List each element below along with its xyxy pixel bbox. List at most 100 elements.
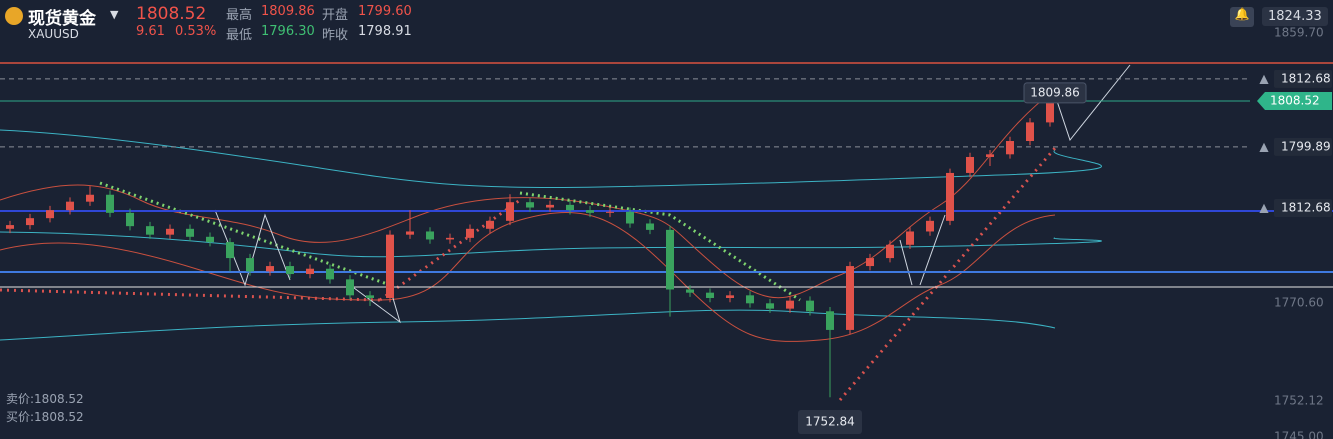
candle-body xyxy=(966,156,974,173)
gold-icon xyxy=(5,7,23,25)
bb-lower xyxy=(0,212,1056,342)
candle-body xyxy=(386,234,394,298)
sar-up xyxy=(99,181,801,302)
candle-body xyxy=(626,211,634,224)
sar-down xyxy=(0,147,1057,401)
alert-bell[interactable]: 🔔 xyxy=(1230,7,1254,27)
candle-body xyxy=(886,244,894,259)
candle-body xyxy=(6,225,14,229)
band-upper xyxy=(0,129,1102,189)
stat-label: 昨收 xyxy=(322,28,349,43)
alert-bell: ▲ xyxy=(1259,201,1269,215)
candle-body xyxy=(1006,141,1014,155)
instrument-name[interactable]: 现货黄金 xyxy=(28,9,96,29)
band-mid xyxy=(0,231,1102,258)
candle-body xyxy=(646,223,654,230)
candle-body xyxy=(406,231,414,235)
buy-price: 买价:1808.52 xyxy=(6,410,84,424)
alert-bell: ▲ xyxy=(1259,71,1269,85)
candle-body xyxy=(66,201,74,211)
candle-body xyxy=(266,266,274,272)
stat-label: 开盘 xyxy=(322,8,349,23)
side-label: 1859.70 xyxy=(1274,26,1324,40)
last-price-tag: 1808.52 xyxy=(1270,93,1320,107)
candle-body xyxy=(426,231,434,240)
candle-body xyxy=(706,292,714,298)
candle-body xyxy=(126,212,134,227)
candle-body xyxy=(286,266,294,275)
side-label: 1752.12 xyxy=(1274,394,1324,408)
low-callout-bg xyxy=(798,410,862,434)
candle-body xyxy=(766,303,774,309)
stat-value: 1809.86 xyxy=(261,4,315,19)
candle-body xyxy=(326,268,334,280)
alert-price[interactable]: 1824.33 xyxy=(1262,7,1328,26)
price-tag: 1812.68 xyxy=(1281,201,1331,215)
change-pct: 0.53% xyxy=(175,24,217,39)
candle-body xyxy=(166,228,174,235)
dropdown[interactable]: ▼ xyxy=(110,8,119,21)
candle-body xyxy=(486,220,494,229)
candle-body xyxy=(606,211,614,213)
price-tag-bg xyxy=(1274,199,1332,217)
price: 1808.52 xyxy=(136,4,207,24)
candle-body xyxy=(926,220,934,232)
candle-body xyxy=(346,279,354,296)
candle-body xyxy=(366,295,374,298)
price-tag-bg xyxy=(1274,137,1332,156)
candle-body xyxy=(246,258,254,272)
candle-body xyxy=(86,194,94,202)
stat-label: 最低 xyxy=(226,28,253,43)
candle-body xyxy=(526,202,534,208)
wave-arrows xyxy=(214,64,1131,324)
symbol: XAUUSD xyxy=(28,27,79,41)
candle-body xyxy=(906,231,914,245)
candle-body xyxy=(746,295,754,304)
candle-body xyxy=(26,218,34,226)
stat-label: 最高 xyxy=(226,8,253,23)
candle-body xyxy=(506,202,514,221)
candle-body xyxy=(306,268,314,275)
side-label: 1745.00 xyxy=(1274,430,1324,439)
candle-body xyxy=(446,237,454,240)
candle-body xyxy=(146,226,154,235)
candle-body xyxy=(866,258,874,267)
candle-body xyxy=(226,242,234,259)
stat-value: 1798.91 xyxy=(358,24,412,39)
candle-body xyxy=(566,204,574,211)
side-label: 1770.60 xyxy=(1274,296,1324,310)
candle-body xyxy=(686,289,694,293)
high-callout-bg xyxy=(1023,82,1087,104)
candle-body xyxy=(986,154,994,157)
candle-body xyxy=(786,300,794,309)
candle-body xyxy=(826,311,834,330)
candle-body xyxy=(46,210,54,219)
candle-body xyxy=(586,210,594,213)
alert-bell: ▲ xyxy=(1259,139,1269,153)
candle-body xyxy=(946,172,954,221)
candle-body xyxy=(1046,100,1054,123)
high-callout: 1809.86 xyxy=(1030,85,1080,99)
low-callout: 1752.84 xyxy=(805,415,855,429)
candle-body xyxy=(546,204,554,208)
price-tag: 1812.68 xyxy=(1281,71,1331,85)
stat-value: 1799.60 xyxy=(358,4,412,19)
candle-body xyxy=(666,229,674,290)
sell-price: 卖价:1808.52 xyxy=(6,392,84,406)
bb-upper xyxy=(0,89,1056,299)
candle-body xyxy=(186,228,194,237)
price-tag: 1799.89 xyxy=(1281,139,1331,153)
candle-body xyxy=(1026,122,1034,142)
candle-body xyxy=(466,228,474,238)
candle-body xyxy=(206,236,214,243)
candle-body xyxy=(106,194,114,213)
last-price-tag-bg xyxy=(1257,91,1332,110)
change: 9.61 xyxy=(136,24,165,39)
candle-body xyxy=(806,300,814,312)
candle-body xyxy=(846,266,854,330)
candle-body xyxy=(726,295,734,298)
band-lower xyxy=(0,309,1056,341)
indicators xyxy=(0,64,1131,401)
